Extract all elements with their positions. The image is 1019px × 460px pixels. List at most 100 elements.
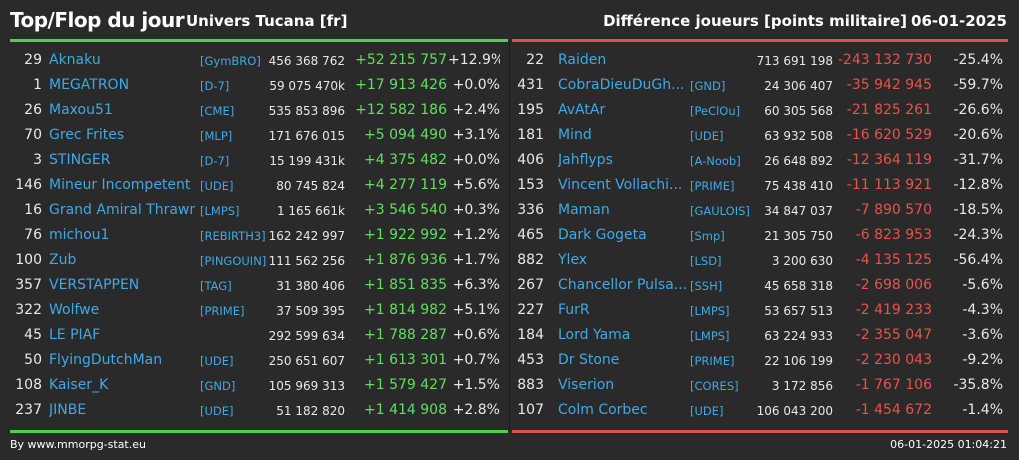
- alliance-tag-link[interactable]: [REBIRTH3]: [200, 229, 266, 243]
- player-name-link[interactable]: Kaiser_K: [49, 377, 109, 393]
- alliance-tag-link[interactable]: [GND]: [200, 379, 236, 393]
- alliance-tag-link[interactable]: [LSD]: [690, 254, 722, 268]
- player-name-link[interactable]: Colm Corbec: [558, 402, 648, 418]
- percent-change: -12.8%: [953, 177, 1003, 193]
- player-name-link[interactable]: Chancellor Pulsa...: [558, 277, 688, 293]
- player-name-link[interactable]: JINBE: [49, 402, 87, 418]
- points-difference: +12 582 186: [355, 102, 447, 118]
- alliance-tag-link[interactable]: [A-Noob]: [690, 154, 741, 168]
- player-name-link[interactable]: Mineur Incompetent: [49, 177, 191, 193]
- player-points: 3 172 856: [771, 379, 833, 393]
- points-difference: +1 414 908: [364, 402, 447, 418]
- alliance-tag-link[interactable]: [UDE]: [200, 179, 234, 193]
- alliance-tag-link[interactable]: [UDE]: [690, 129, 724, 143]
- points-difference: -35 942 945: [846, 77, 932, 93]
- player-name-link[interactable]: Wolfwe: [49, 302, 100, 318]
- alliance-tag-link[interactable]: [LMPS]: [690, 304, 730, 318]
- alliance-tag-link[interactable]: [PRIME]: [690, 354, 735, 368]
- alliance-tag-link[interactable]: [LMPS]: [690, 329, 730, 343]
- percent-change: -31.7%: [953, 152, 1003, 168]
- player-name-link[interactable]: Maman: [558, 202, 610, 218]
- points-difference: -4 135 125: [855, 252, 932, 268]
- player-points: 535 853 896: [268, 104, 345, 118]
- alliance-tag-link[interactable]: [PRIME]: [200, 304, 245, 318]
- player-name-link[interactable]: Grec Frites: [49, 127, 125, 143]
- alliance-tag-link[interactable]: [PRIME]: [690, 179, 735, 193]
- flop-row: 107 Colm Corbec [UDE] 106 043 200 -1 454 672…: [512, 398, 1008, 423]
- player-name-link[interactable]: VERSTAPPEN: [49, 277, 140, 293]
- alliance-tag-link[interactable]: [CORES]: [690, 379, 739, 393]
- alliance-tag-link[interactable]: [TAG]: [200, 279, 232, 293]
- alliance-tag-link[interactable]: [UDE]: [200, 404, 234, 418]
- player-name-link[interactable]: Aknaku: [49, 52, 101, 68]
- percent-change: +2.4%: [452, 102, 500, 118]
- player-points: 60 305 568: [764, 104, 833, 118]
- top-row: 357 VERSTAPPEN [TAG] 31 380 406 +1 851 835 +6…: [10, 273, 508, 298]
- percent-change: -9.2%: [962, 352, 1003, 368]
- alliance-tag-link[interactable]: [PeClOu]: [690, 104, 741, 118]
- player-name-link[interactable]: Dr Stone: [558, 352, 620, 368]
- player-name-link[interactable]: Zub: [49, 252, 77, 268]
- player-name-link[interactable]: Lord Yama: [558, 327, 631, 343]
- player-rank: 22: [526, 52, 544, 68]
- player-name-link[interactable]: Vincent Vollachi...: [558, 177, 683, 193]
- player-name-link[interactable]: Viserion: [558, 377, 615, 393]
- player-points: 171 676 015: [268, 129, 345, 143]
- percent-change: +0.7%: [452, 352, 500, 368]
- player-name-link[interactable]: Ylex: [558, 252, 588, 268]
- player-name-link[interactable]: LE PIAF: [49, 327, 101, 343]
- flop-row: 153 Vincent Vollachi... [PRIME] 75 438 410-…: [512, 173, 1008, 198]
- player-name-link[interactable]: Grand Amiral Thrawn: [49, 202, 195, 218]
- player-rank: 153: [517, 177, 544, 193]
- player-name-link[interactable]: FlyingDutchMan: [49, 352, 163, 368]
- alliance-tag-link[interactable]: [SSH]: [690, 279, 723, 293]
- alliance-tag-link[interactable]: [GND]: [690, 79, 726, 93]
- percent-change: +1.2%: [452, 227, 500, 243]
- points-difference: -2 230 043: [855, 352, 932, 368]
- alliance-tag-link[interactable]: [GymBRO]: [200, 54, 261, 68]
- player-points: 53 657 513: [764, 304, 833, 318]
- alliance-tag-link[interactable]: [GAULOIS]: [690, 204, 750, 218]
- player-name-link[interactable]: STINGER: [49, 152, 111, 168]
- alliance-tag-link[interactable]: [MLP]: [200, 129, 233, 143]
- player-name-link[interactable]: AvAtAr: [558, 102, 606, 118]
- percent-change: -18.5%: [953, 202, 1003, 218]
- percent-change: +0.0%: [452, 77, 500, 93]
- player-points: 34 847 037: [764, 204, 833, 218]
- player-name-link[interactable]: michou1: [49, 227, 110, 243]
- alliance-tag-link[interactable]: [D-7]: [200, 79, 230, 93]
- player-name-link[interactable]: Mind: [558, 127, 592, 143]
- points-difference: -243 132 730: [837, 52, 932, 68]
- player-points: 162 242 997: [268, 229, 345, 243]
- player-rank: 227: [517, 302, 544, 318]
- points-difference: -7 890 570: [855, 202, 932, 218]
- alliance-tag-link[interactable]: [D-7]: [200, 154, 230, 168]
- flop-row: 336 Maman [GAULOIS] 34 847 037 -7 890 570 -18…: [512, 198, 1008, 223]
- alliance-tag-link[interactable]: [CME]: [200, 104, 235, 118]
- top-row: 3 STINGER [D-7] 15 199 431k +4 375 482 +0.0%: [10, 148, 508, 173]
- metric-label: Différence joueurs [points militaire]: [603, 12, 907, 30]
- points-difference: -11 113 921: [846, 177, 932, 193]
- percent-change: -24.3%: [953, 227, 1003, 243]
- alliance-tag-link[interactable]: [Smp]: [690, 229, 725, 243]
- alliance-tag-link[interactable]: [UDE]: [200, 354, 234, 368]
- points-difference: -2 419 233: [855, 302, 932, 318]
- points-difference: -2 355 047: [855, 327, 932, 343]
- player-name-link[interactable]: Raiden: [558, 52, 607, 68]
- alliance-tag-link[interactable]: [UDE]: [690, 404, 724, 418]
- player-name-link[interactable]: Dark Gogeta: [558, 227, 647, 243]
- player-name-link[interactable]: MEGATRON: [49, 77, 130, 93]
- player-name-link[interactable]: Maxou51: [49, 102, 113, 118]
- top-row: 70 Grec Frites [MLP] 171 676 015 +5 094 490 +…: [10, 123, 508, 148]
- percent-change: -5.6%: [962, 277, 1003, 293]
- flop-row: 431 CobraDieuDuGh... [GND] 24 306 407 -35 94…: [512, 73, 1008, 98]
- top-list: 29 Aknaku [GymBRO] 456 368 762 +52 215 757 +1…: [10, 48, 508, 423]
- top-row: 76 michou1 [REBIRTH3] 162 242 997 +1 922 992…: [10, 223, 508, 248]
- alliance-tag-link[interactable]: [PINGOUIN]: [200, 254, 267, 268]
- player-name-link[interactable]: FurR: [558, 302, 590, 318]
- player-name-link[interactable]: Jahflyps: [558, 152, 613, 168]
- top-row: 237 JINBE [UDE] 51 182 820 +1 414 908 +2.8%: [10, 398, 508, 423]
- player-name-link[interactable]: CobraDieuDuGh...: [558, 77, 685, 93]
- top-row: 146 Mineur Incompetent [UDE] 80 745 824 +4 2…: [10, 173, 508, 198]
- alliance-tag-link[interactable]: [LMPS]: [200, 204, 240, 218]
